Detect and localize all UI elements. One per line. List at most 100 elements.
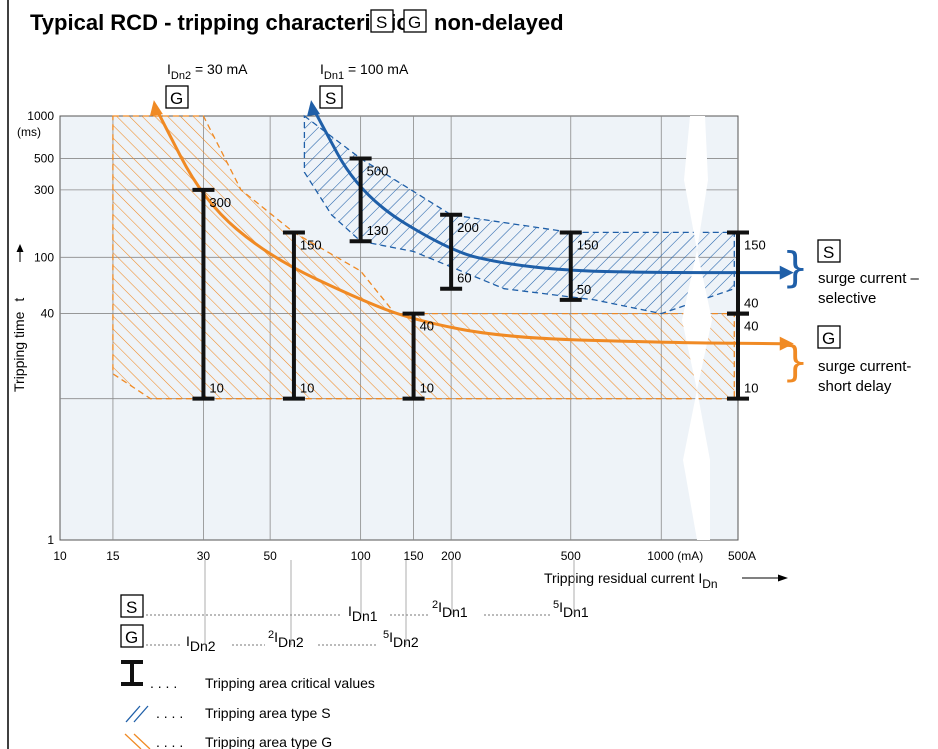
curve-arrow-top [307,100,321,117]
axis-break [682,116,712,540]
svg-text:IDn2 = 30 mA: IDn2 = 30 mA [167,61,248,82]
critical-hi-label: 500 [367,164,389,179]
y-tick-label: 40 [41,307,55,321]
legend-item-critical: . . . . Tripping area critical values [121,660,375,691]
svg-text:surge current-: surge current- [818,358,911,375]
curve-label-dn2-value: = 30 mA [191,61,248,77]
critical-value-bars: 300 10 150 10 40 10 500 130 200 60 150 50 150 40 40 10 [192,156,766,401]
y-tick-labels: 1 40 100 300 500 1000 [27,109,54,547]
curve-label-dn1-sub: Dn1 [324,70,344,82]
y-axis-label: Tripping timet [11,298,27,392]
title-box-g: G [403,9,427,33]
x-axis-label: Tripping residual current IDn [544,570,788,591]
critical-hi-label: 200 [457,220,479,235]
multiples-rows: S IDn1 2IDn1 5IDn1 G IDn2 2IDn2 5IDn2 [120,560,589,654]
critical-hi-label: 150 [744,237,766,252]
svg-text:. . . .: . . . . [150,675,177,691]
svg-text:surge current –: surge current – [818,270,920,287]
svg-text:Tripping area critical values: Tripping area critical values [205,675,375,691]
y-tick-label: 1 [47,533,54,547]
y-tick-label: 1000 [27,109,54,123]
x-tick-label: 10 [53,549,67,563]
y-tick-label: 300 [34,183,54,197]
svg-text:short delay: short delay [818,378,892,395]
x-tick-label: 15 [106,549,120,563]
svg-text:IDn1 = 100 mA: IDn1 = 100 mA [320,61,409,82]
svg-text:Tripping residual current IDn: Tripping residual current IDn [544,570,718,591]
legend: . . . . Tripping area critical values . … [121,660,375,749]
legend-item-type-g: . . . . Tripping area type G [124,733,332,749]
svg-text:IDn2: IDn2 [186,633,216,654]
critical-lo-label: 10 [744,381,758,396]
curve-label-dn2: IDn2 = 30 mA G [165,61,248,109]
svg-text:S: S [823,243,834,262]
y-axis-arrow [16,244,24,262]
svg-text:G: G [408,13,421,32]
multiples-row-s: S IDn1 2IDn1 5IDn1 [120,594,589,624]
svg-text:Tripping timet: Tripping timet [11,298,27,392]
x-tick-label: 200 [441,549,461,563]
curve-box-g: G [170,89,183,108]
curve-label-dn2-sub: Dn2 [171,70,191,82]
legend-item-type-s: . . . . Tripping area type S [125,705,331,723]
svg-text:G: G [822,329,835,348]
curve-label-dn1-base: I [320,61,324,77]
svg-text:. . . .: . . . . [156,734,183,749]
right-label-s: } S surge current – selective [782,239,920,307]
curve-line [155,109,782,346]
curve-label-dn1: IDn1 = 100 mA S [319,61,409,109]
curve-label-dn1-value: = 100 mA [344,61,409,77]
critical-hi-label: 150 [577,237,599,252]
x-tick-labels: 10 15 30 50 100 150 200 500 1000 (mA) 500A [53,549,756,563]
svg-text:}: } [782,337,809,386]
svg-text:2IDn2: 2IDn2 [268,629,304,650]
tripping-area-type-s [303,114,735,315]
critical-hi-label: 300 [209,195,231,210]
critical-hi-label: 150 [300,237,322,252]
svg-text:5IDn1: 5IDn1 [553,599,589,620]
right-label-g: } G surge current- short delay [782,325,911,395]
svg-text:selective: selective [818,290,876,307]
svg-text:. . . .: . . . . [156,705,183,721]
critical-lo-label: 130 [367,223,389,238]
svg-text:}: } [782,243,809,292]
curve-label-dn2-base: I [167,61,171,77]
svg-text:Tripping area type S: Tripping area type S [205,705,331,721]
curve-box-s: S [325,89,336,108]
x-tick-label: 30 [197,549,211,563]
svg-text:S: S [126,598,137,617]
x-tick-label: 500A [728,549,756,563]
critical-lo-label: 40 [744,296,758,311]
multiples-guides [204,560,575,645]
critical-lo-label: 10 [209,381,223,396]
critical-hi-label: 40 [744,319,758,334]
multiples-row-g: G IDn2 2IDn2 5IDn2 [120,624,419,654]
critical-lo-label: 10 [420,381,434,396]
critical-lo-label: 10 [300,381,314,396]
curve-arrow-top [149,100,163,117]
x-tick-label: 150 [404,549,424,563]
svg-text:2IDn1: 2IDn1 [432,599,468,620]
x-tick-label: 50 [263,549,277,563]
x-tick-label: 1000 (mA) [647,549,703,563]
y-tick-label: 500 [34,152,54,166]
svg-text:S: S [376,13,387,32]
svg-text:IDn1: IDn1 [348,603,378,624]
x-tick-label: 100 [351,549,371,563]
critical-lo-label: 50 [577,282,591,297]
x-tick-label: 500 [561,549,581,563]
curve-arrow-right [779,265,794,280]
title-suffix: non-delayed [434,10,564,35]
critical-hi-label: 40 [420,319,434,334]
title-box-s: S [370,9,394,33]
curve-line [312,109,782,275]
svg-text:G: G [125,628,138,647]
characteristic-curves [149,100,794,351]
y-tick-label: 100 [34,250,54,264]
svg-text:Tripping area type G: Tripping area type G [205,734,332,749]
y-unit-label: (ms) [17,125,41,139]
curve-arrow-right [779,336,794,351]
chart-title: Typical RCD - tripping characteristic [30,10,409,35]
critical-lo-label: 60 [457,271,471,286]
